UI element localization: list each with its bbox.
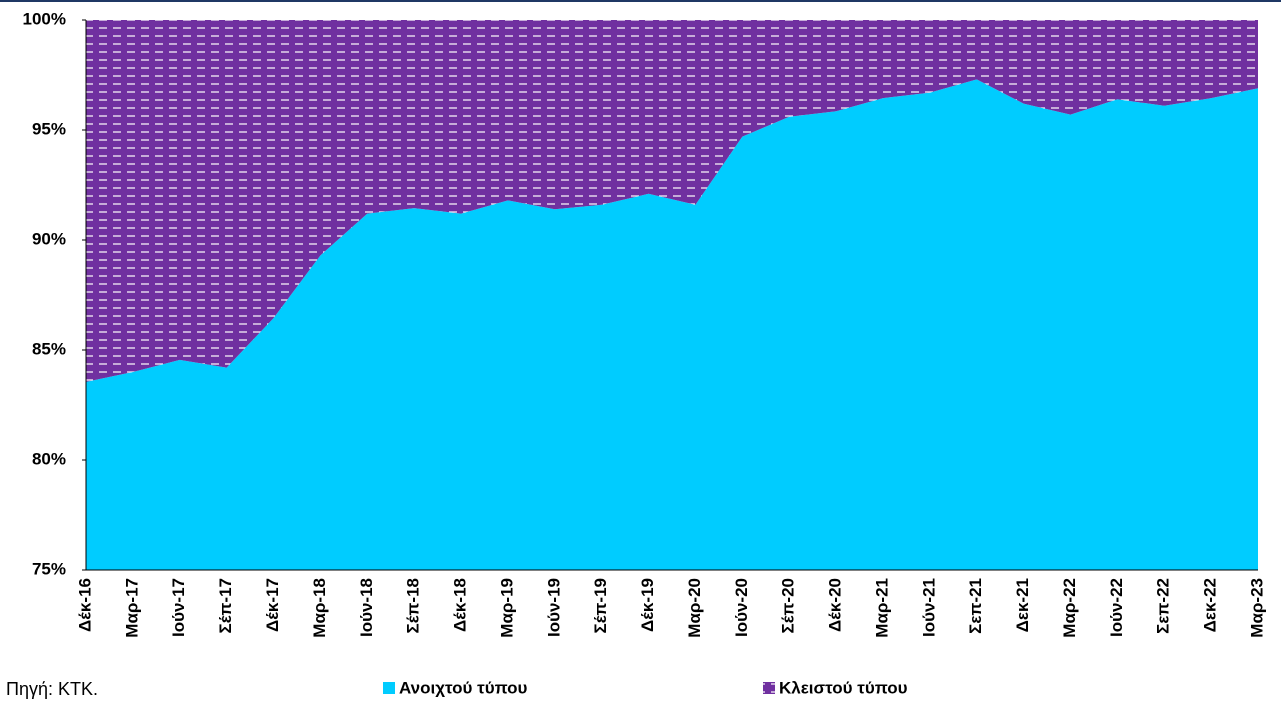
x-tick-label: Σέπ-20 [779, 578, 798, 633]
y-tick-label: 100% [23, 9, 66, 28]
x-tick-label: Δεκ-22 [1201, 578, 1220, 632]
x-tick-label: Μαρ-21 [872, 578, 891, 638]
legend-swatch [383, 682, 395, 694]
area [86, 20, 1258, 382]
source: Πηγή: ΚΤΚ. [6, 679, 98, 699]
x-tick-label: Μαρ-22 [1060, 578, 1079, 638]
area [86, 79, 1258, 570]
legend-swatch [763, 682, 775, 694]
x-tick-label: Μαρ-20 [685, 578, 704, 638]
x-tick-label: Σέπ-18 [404, 578, 423, 633]
y-tick-label: 80% [32, 449, 66, 468]
x-tick-label: Μαρ-18 [310, 578, 329, 638]
plot-area [86, 20, 1258, 570]
y-tick-label: 75% [32, 559, 66, 578]
x-tick-label: Δεκ-21 [1013, 578, 1032, 632]
x-tick-label: Ιούν-22 [1107, 578, 1126, 637]
x-tick-label: Δέκ-17 [263, 578, 282, 632]
x-tick-label: Σεπ-21 [966, 578, 985, 634]
x-tick-label: Σεπ-22 [1154, 578, 1173, 634]
x-tick-label: Σέπ-19 [591, 578, 610, 633]
x-tick-label: Δέκ-16 [75, 578, 94, 632]
x-tick-label: Μαρ-23 [1247, 578, 1266, 638]
x-tick-label: Ιούν-20 [732, 578, 751, 637]
x-tick-label: Δέκ-20 [826, 578, 845, 632]
y-tick-label: 90% [32, 229, 66, 248]
legend-label: Κλειστού τύπου [779, 678, 908, 697]
x-tick-label: Μαρ-19 [497, 578, 516, 638]
x-tick-label: Ιούν-19 [544, 578, 563, 637]
legend-label: Ανοιχτού τύπου [399, 678, 528, 697]
x-tick-label: Σέπ-17 [216, 578, 235, 633]
x-tick-label: Ιούν-17 [169, 578, 188, 637]
x-tick-label: Ιούν-21 [919, 578, 938, 637]
x-tick-label: Δέκ-18 [451, 578, 470, 632]
x-tick-label: Ιούν-18 [357, 578, 376, 637]
x-tick-label: Μαρ-17 [122, 578, 141, 638]
y-tick-label: 85% [32, 339, 66, 358]
x-tick-label: Δέκ-19 [638, 578, 657, 632]
y-tick-label: 95% [32, 119, 66, 138]
